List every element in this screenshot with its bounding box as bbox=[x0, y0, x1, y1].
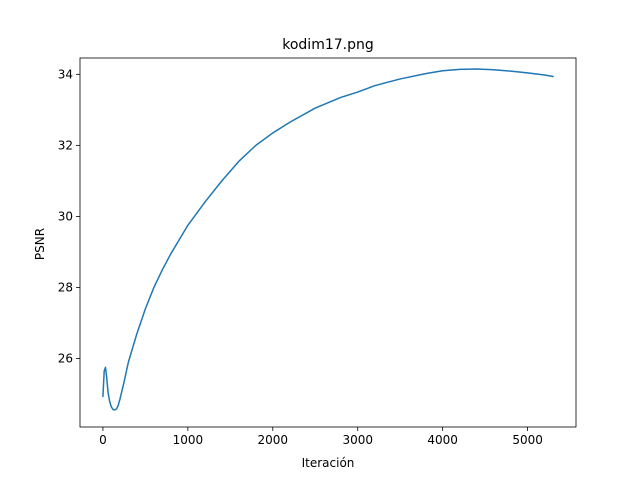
x-tick-label: 5000 bbox=[512, 433, 543, 447]
chart-title: kodim17.png bbox=[282, 37, 374, 53]
y-tick-label: 34 bbox=[58, 67, 73, 81]
x-tick-label: 3000 bbox=[342, 433, 373, 447]
y-axis-label: PSNR bbox=[33, 228, 47, 260]
x-tick-label: 4000 bbox=[427, 433, 458, 447]
y-tick-label: 28 bbox=[58, 280, 73, 294]
axes: 0 1000 2000 3000 4000 5000 26 28 30 32 34 bbox=[58, 57, 577, 447]
series-line-0 bbox=[102, 68, 554, 411]
y-tick-label: 32 bbox=[58, 138, 73, 152]
axes-frame bbox=[79, 57, 577, 428]
plot-area bbox=[102, 68, 554, 411]
x-tick-label: 0 bbox=[99, 433, 107, 447]
x-tick-label: 2000 bbox=[258, 433, 289, 447]
x-axis-label: Iteración bbox=[302, 456, 355, 470]
y-tick-label: 26 bbox=[58, 351, 73, 365]
x-tick-label: 1000 bbox=[173, 433, 204, 447]
y-tick-label: 30 bbox=[58, 209, 73, 223]
